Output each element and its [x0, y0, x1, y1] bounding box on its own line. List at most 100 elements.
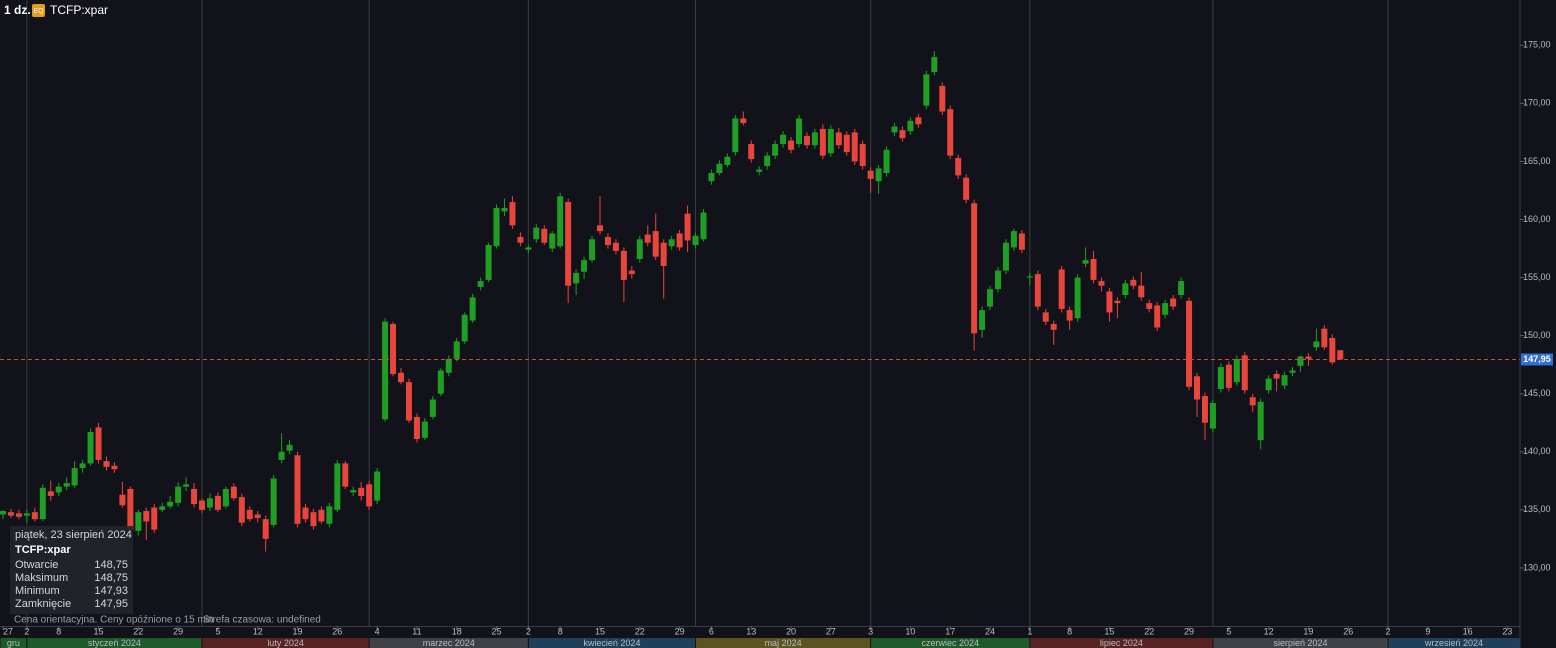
candle-body: [230, 486, 237, 499]
candle-body: [1074, 277, 1081, 319]
candle-body: [222, 488, 229, 507]
tooltip-value: 147,95: [94, 598, 128, 610]
tooltip-value: 147,93: [94, 585, 128, 597]
candle-body: [199, 500, 205, 510]
y-tick-label: 150,00: [1523, 330, 1551, 340]
candle-body: [1273, 373, 1280, 379]
candle-body: [47, 491, 54, 496]
candle-body: [883, 149, 890, 174]
candle-body: [501, 207, 508, 212]
candle-body: [1058, 269, 1065, 309]
candle-body: [0, 511, 6, 515]
candle-body: [764, 155, 771, 167]
candle-body: [270, 478, 277, 525]
candle-body: [676, 233, 683, 248]
candle-body: [700, 212, 707, 240]
candle-body: [1106, 291, 1113, 313]
candle-body: [421, 421, 428, 438]
candle-body: [1313, 341, 1320, 348]
candle-body: [1249, 397, 1256, 406]
candle-body: [1233, 358, 1240, 383]
candle-body: [374, 471, 381, 501]
footer-note: Cena orientacyjna. Ceny opóźnione o 15 m…: [14, 615, 214, 626]
candle-body: [1090, 258, 1097, 280]
candle-body: [1042, 312, 1049, 322]
candle-body: [851, 132, 858, 162]
x-tick-label: 3: [868, 626, 873, 636]
x-tick-label: 12: [253, 626, 263, 636]
candle-body: [971, 203, 978, 334]
candle-body: [23, 513, 30, 516]
tooltip-date: piątek, 23 sierpień 2024: [15, 529, 132, 541]
candle-body: [7, 512, 14, 516]
candle-body: [1281, 375, 1288, 386]
month-label: kwiecień 2024: [583, 638, 640, 648]
candle-body: [939, 85, 946, 112]
candle-body: [366, 484, 373, 507]
interval: 1 dz.: [4, 3, 31, 17]
x-tick-label: 17: [945, 626, 955, 636]
candle-body: [1305, 356, 1312, 359]
candle-body: [326, 506, 333, 524]
candle-body: [533, 227, 540, 240]
candle-body: [87, 432, 94, 464]
x-tick-label: 8: [558, 626, 563, 636]
candle-body: [453, 341, 460, 359]
month-band: [1388, 638, 1520, 648]
candle-body: [557, 196, 564, 247]
x-tick-label: 19: [1303, 626, 1313, 636]
candle-body: [931, 56, 938, 73]
candle-body: [206, 498, 213, 508]
candle-body: [875, 168, 882, 182]
candle-body: [1130, 279, 1137, 286]
x-tick-label: 19: [293, 626, 303, 636]
candle-body: [748, 144, 755, 160]
candle-body: [636, 239, 643, 259]
candle-body: [724, 156, 731, 165]
candle-body: [1026, 276, 1033, 278]
candle-body: [1034, 274, 1041, 307]
candle-body: [111, 465, 118, 470]
candle-body: [167, 501, 174, 507]
month-label: czerwiec 2024: [921, 638, 979, 648]
x-tick-label: 29: [675, 626, 685, 636]
candle-body: [429, 399, 436, 417]
candle-body: [549, 233, 556, 249]
x-tick-label: 12: [1264, 626, 1274, 636]
candle-body: [1329, 337, 1336, 363]
candle-body: [620, 250, 627, 280]
last-price-tag: [1521, 353, 1553, 366]
candle-body: [238, 497, 245, 523]
candle-body: [318, 509, 325, 522]
candle-body: [151, 507, 158, 530]
candle-body: [1098, 281, 1105, 286]
tooltip-label: Minimum: [15, 585, 60, 597]
month-band: [0, 638, 27, 648]
candle-body: [684, 213, 691, 241]
x-tick-label: 8: [56, 626, 61, 636]
candle-body: [358, 487, 365, 496]
month-label: luty 2024: [267, 638, 304, 648]
x-tick-label: 15: [595, 626, 605, 636]
candle-body: [772, 144, 779, 156]
y-tick-label: 140,00: [1523, 446, 1551, 456]
candle-body: [811, 132, 818, 146]
candle-body: [39, 487, 46, 520]
candle-body: [517, 236, 524, 243]
candle-body: [1201, 396, 1208, 423]
candle-body: [509, 202, 516, 226]
candle-body: [740, 118, 747, 124]
x-tick-label: 8: [1067, 626, 1072, 636]
candle-body: [214, 495, 221, 510]
tooltip-label: Maksimum: [15, 572, 68, 584]
x-tick-label: 15: [94, 626, 104, 636]
candle-body: [342, 463, 349, 487]
x-tick-label: 29: [173, 626, 183, 636]
candle-body: [1138, 285, 1145, 298]
candle-body: [1010, 231, 1017, 248]
candle-body: [987, 289, 994, 307]
candle-body: [1186, 300, 1193, 387]
y-tick-label: 145,00: [1523, 388, 1551, 398]
candle-body: [191, 488, 198, 505]
